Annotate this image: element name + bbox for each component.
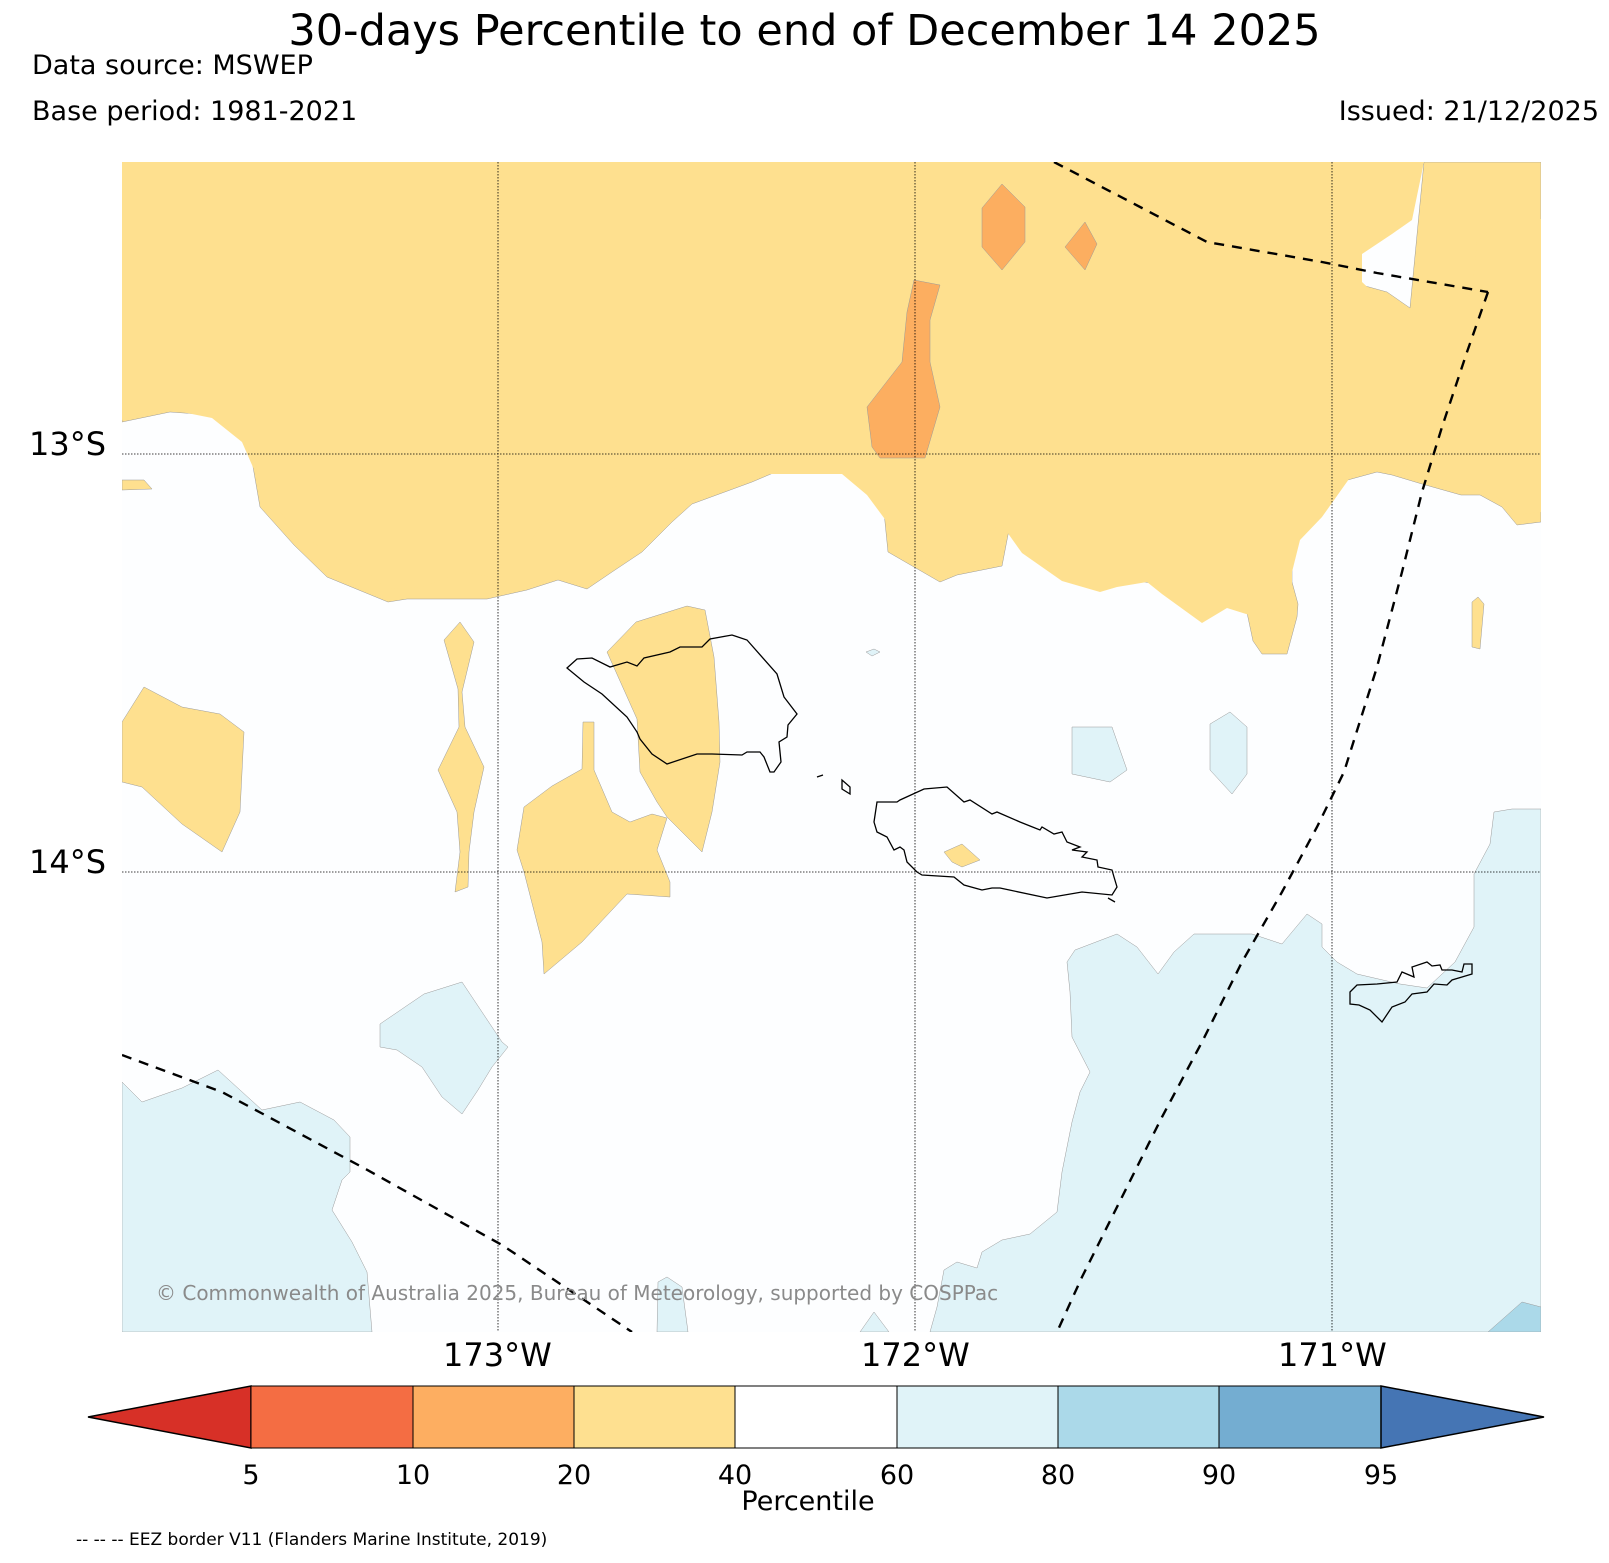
eez-east	[1055, 291, 1490, 1332]
region-20-40-column	[437, 621, 485, 893]
coast-savaii	[566, 634, 798, 773]
region-60-80-bottom-b	[859, 1311, 890, 1332]
colorbar-bin-5-10	[250, 1385, 414, 1449]
colorbar-tick-5: 5	[242, 1460, 260, 1491]
region-20-40-west	[122, 686, 245, 853]
colorbar-label: Percentile	[741, 1486, 875, 1517]
region-20-40-central-b	[516, 721, 671, 975]
lat-label-13s: 13°S	[28, 425, 106, 463]
region-60-80-bottom-a	[656, 1276, 689, 1332]
colorbar-tick-10: 10	[395, 1460, 431, 1491]
graticule	[122, 162, 1541, 1332]
lat-label-14s: 14°S	[28, 843, 106, 881]
region-20-40-central-a	[606, 605, 721, 853]
region-60-80-sw-blob	[379, 981, 509, 1115]
region-60-80-southeast	[929, 808, 1541, 1332]
region-10-20-central	[866, 279, 941, 459]
lon-label-171w: 171°W	[1278, 1336, 1387, 1374]
colorbar-bin-60-80	[896, 1385, 1059, 1449]
base-period-label: Base period: 1981-2021	[32, 96, 358, 127]
lon-label-173w: 173°W	[443, 1336, 552, 1374]
colorbar-bin-90-95	[1218, 1385, 1382, 1449]
colorbar-extend-low	[87, 1385, 252, 1449]
percentile-map[interactable]	[122, 162, 1541, 1332]
lon-label-172w: 172°W	[861, 1336, 970, 1374]
colorbar-bin-40-60	[734, 1385, 898, 1449]
region-20-40-east-sliver	[1471, 596, 1485, 650]
eez-north	[1053, 162, 1489, 294]
eez-southwest	[122, 1053, 633, 1332]
colorbar	[87, 1385, 1545, 1449]
colorbar-tick-20: 20	[556, 1460, 592, 1491]
region-60-80-small-a	[1071, 726, 1128, 783]
data-source-label: Data source: MSWEP	[32, 50, 313, 81]
colorbar-extend-high	[1380, 1385, 1545, 1449]
region-20-40-west-sliver	[122, 479, 153, 491]
coastlines	[566, 634, 1473, 1024]
region-80-90-corner	[1487, 1301, 1541, 1332]
colorbar-tick-40: 40	[717, 1460, 753, 1491]
coast-upolu	[873, 786, 1118, 899]
region-60-80-small-b	[1209, 711, 1248, 795]
issued-date-label: Issued: 21/12/2025	[1338, 96, 1599, 127]
region-20-40-island	[943, 843, 981, 868]
region-60-80-southwest	[122, 1069, 373, 1332]
region-60-80-dot	[865, 648, 881, 657]
colorbar-tick-90: 90	[1201, 1460, 1237, 1491]
colorbar-bin-20-40	[573, 1385, 736, 1449]
map-title: 30-days Percentile to end of December 14…	[288, 6, 1321, 56]
colorbar-bin-80-90	[1057, 1385, 1220, 1449]
copyright-notice: © Commonwealth of Australia 2025, Bureau…	[156, 1281, 999, 1305]
eez-borders	[122, 162, 1490, 1332]
region-10-20-north-b	[1064, 221, 1098, 271]
region-20-40-north-fill	[122, 162, 1541, 623]
colorbar-tick-80: 80	[1040, 1460, 1076, 1491]
region-10-20-north-a	[981, 183, 1026, 271]
coast-manono	[841, 778, 851, 796]
eez-footnote: -- -- -- EEZ border V11 (Flanders Marine…	[76, 1530, 548, 1550]
coast-small-a	[816, 774, 824, 778]
colorbar-tick-95: 95	[1363, 1460, 1399, 1491]
colorbar-bin-10-20	[412, 1385, 575, 1449]
coast-small-b	[1107, 897, 1116, 903]
coast-tutuila	[1349, 961, 1473, 1024]
colorbar-tick-60: 60	[879, 1460, 915, 1491]
